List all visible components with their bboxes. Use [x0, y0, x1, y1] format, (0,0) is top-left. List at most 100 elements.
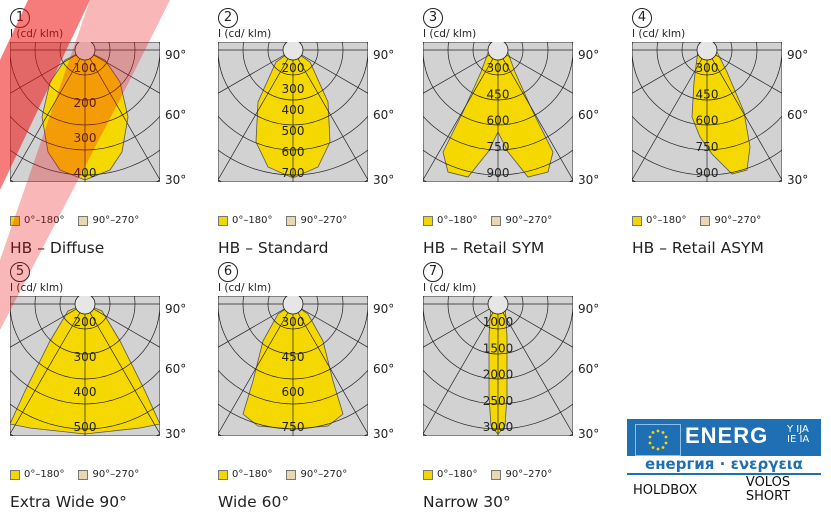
- intensity-tick: 450: [487, 87, 510, 101]
- grid-ray: [292, 303, 368, 435]
- angle-label-30: 30°: [373, 427, 395, 441]
- intensity-distribution: [691, 49, 751, 175]
- intensity-tick: 1000: [483, 315, 514, 329]
- intensity-tick: 600: [696, 114, 719, 128]
- angle-label-30: 30°: [578, 173, 600, 187]
- unit-label: I (cd/ klm): [632, 28, 686, 40]
- intensity-tick: 2000: [483, 368, 514, 382]
- intensity-tick: 600: [487, 114, 510, 128]
- legend-label-b: 90°–270°: [300, 469, 348, 480]
- legend-swatch-a: [10, 469, 20, 480]
- legend-label-b: 90°–270°: [92, 215, 140, 226]
- energy-title: ENERG: [685, 423, 769, 448]
- angle-label-60: 60°: [165, 108, 187, 122]
- intensity-tick: 1500: [483, 341, 514, 355]
- intensity-tick: 400: [74, 166, 97, 180]
- panel-number: 1: [10, 8, 30, 28]
- angle-label-60: 60°: [578, 108, 600, 122]
- legend-swatch-b: [700, 215, 711, 226]
- legend-label-b: 90°–270°: [505, 215, 553, 226]
- energy-superscript: Y IJA IE IA: [787, 425, 809, 445]
- luminaire-center: [74, 42, 96, 61]
- intensity-tick: 400: [74, 385, 97, 399]
- legend: 0°–180° 90°–270°: [10, 215, 139, 226]
- luminaire-center: [487, 296, 509, 315]
- polar-diagram: 300 450 600 750 900: [423, 42, 573, 182]
- legend-label-a: 0°–180°: [437, 215, 478, 226]
- legend: 0°–180° 90°–270°: [423, 215, 552, 226]
- panel-number: 6: [218, 262, 238, 282]
- grid-ray: [84, 303, 160, 435]
- intensity-tick: 600: [282, 385, 305, 399]
- polar-diagram: 300 450 600 750: [218, 296, 368, 436]
- panel-caption: Narrow 30°: [423, 493, 511, 511]
- unit-label: I (cd/ klm): [423, 282, 477, 294]
- grid-ray: [84, 49, 160, 181]
- polar-diagram: 200 300 400 500 600 700: [218, 42, 368, 182]
- panel-caption: HB – Retail SYM: [423, 239, 545, 257]
- intensity-tick: 600: [282, 145, 305, 159]
- legend-swatch-a: [632, 215, 642, 226]
- angle-label-90: 90°: [578, 48, 600, 62]
- panel-caption: Extra Wide 90°: [10, 493, 127, 511]
- unit-label: I (cd/ klm): [10, 28, 64, 40]
- grid-ray: [632, 49, 708, 181]
- angle-label-90: 90°: [578, 302, 600, 316]
- legend-swatch-a: [10, 215, 20, 226]
- panel-number: 4: [632, 8, 652, 28]
- grid-ray: [218, 303, 294, 348]
- intensity-tick: 750: [696, 140, 719, 154]
- luminaire-center: [696, 42, 718, 61]
- grid-ray: [218, 49, 294, 181]
- angle-label-90: 90°: [165, 48, 187, 62]
- intensity-tick: 200: [282, 61, 305, 75]
- grid-ray: [423, 49, 499, 181]
- legend-swatch-b: [491, 469, 502, 480]
- unit-label: I (cd/ klm): [10, 282, 64, 294]
- angle-label-60: 60°: [787, 108, 809, 122]
- luminaire-center: [282, 296, 304, 315]
- legend-label-b: 90°–270°: [92, 469, 140, 480]
- legend-label-a: 0°–180°: [646, 215, 687, 226]
- intensity-tick: 700: [282, 166, 305, 180]
- angle-label-30: 30°: [787, 173, 809, 187]
- intensity-tick: 100: [74, 61, 97, 75]
- grid-ray: [84, 49, 160, 94]
- legend-swatch-b: [78, 469, 89, 480]
- intensity-tick: 300: [74, 350, 97, 364]
- legend-label-a: 0°–180°: [24, 215, 65, 226]
- intensity-tick: 500: [282, 124, 305, 138]
- polar-diagram: 300 450 600 750 900: [632, 42, 782, 182]
- legend-label-b: 90°–270°: [714, 215, 762, 226]
- angle-label-30: 30°: [165, 173, 187, 187]
- panel-caption: Wide 60°: [218, 493, 290, 511]
- luminaire-center: [487, 42, 509, 61]
- legend-swatch-a: [423, 215, 433, 226]
- intensity-tick: 900: [487, 166, 510, 180]
- angle-label-90: 90°: [373, 302, 395, 316]
- legend: 0°–180° 90°–270°: [10, 469, 139, 480]
- intensity-tick: 500: [74, 420, 97, 434]
- grid-ray: [218, 49, 294, 94]
- unit-label: I (cd/ klm): [218, 28, 272, 40]
- polar-diagram: 1000 1500 2000 2500 3000: [423, 296, 573, 436]
- panel-caption: HB – Diffuse: [10, 239, 105, 257]
- legend-swatch-b: [491, 215, 502, 226]
- panel-number: 7: [423, 262, 443, 282]
- intensity-tick: 900: [696, 166, 719, 180]
- intensity-tick: 300: [282, 82, 305, 96]
- grid-ray: [497, 49, 573, 94]
- intensity-tick: 300: [487, 61, 510, 75]
- intensity-tick: 400: [282, 103, 305, 117]
- grid-ray: [292, 303, 368, 348]
- polar-diagram: 200 300 400 500: [10, 296, 160, 436]
- grid-ray: [632, 49, 708, 94]
- grid-ray: [706, 49, 782, 94]
- angle-label-60: 60°: [578, 362, 600, 376]
- intensity-tick: 300: [696, 61, 719, 75]
